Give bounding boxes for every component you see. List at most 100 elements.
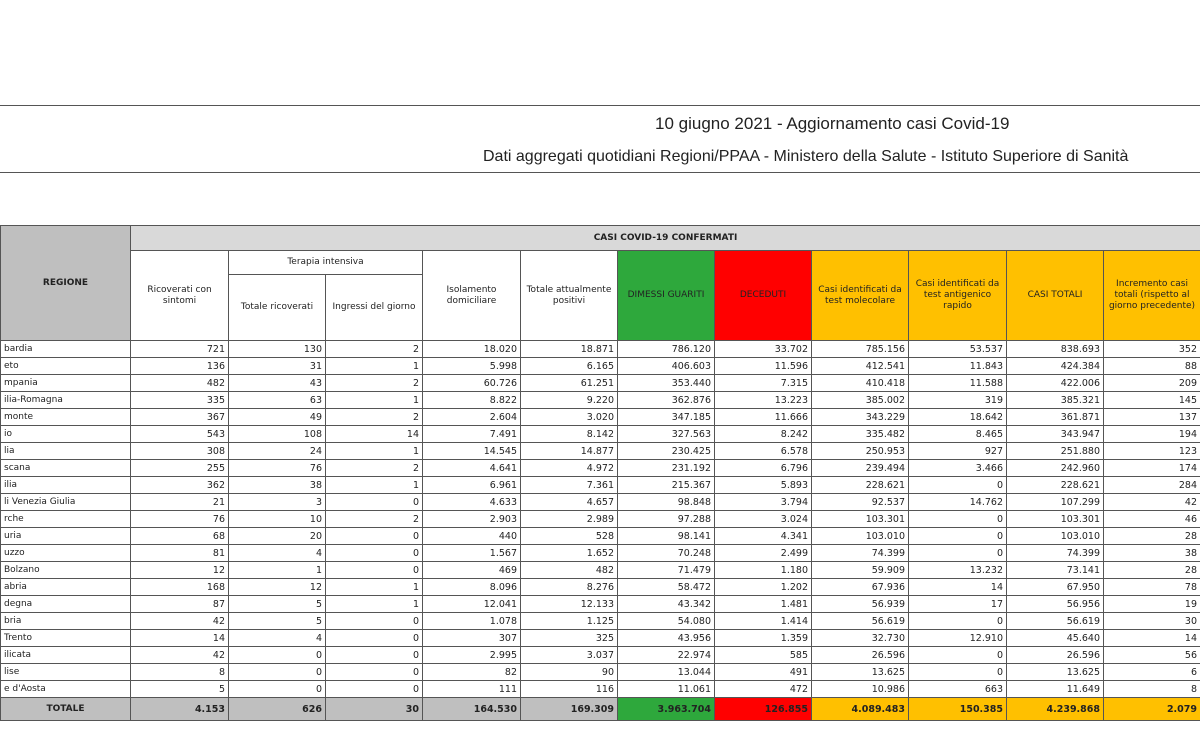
value-cell: 385.002: [811, 391, 909, 409]
value-cell: 14: [908, 578, 1007, 596]
value-cell: 116: [520, 680, 618, 698]
value-cell: 9.220: [520, 391, 618, 409]
value-cell: 0: [325, 493, 423, 511]
value-cell: 838.693: [1006, 340, 1104, 358]
value-cell: 8.465: [908, 425, 1007, 443]
value-cell: 5: [228, 612, 326, 630]
value-cell: 123: [1103, 442, 1200, 460]
value-cell: 5: [228, 595, 326, 613]
value-cell: 13.625: [1006, 663, 1104, 681]
value-cell: 71.479: [617, 561, 715, 579]
value-cell: 410.418: [811, 374, 909, 392]
value-cell: 412.541: [811, 357, 909, 375]
value-cell: 2.499: [714, 544, 812, 562]
value-cell: 46: [1103, 510, 1200, 528]
value-cell: 11.596: [714, 357, 812, 375]
value-cell: 362: [130, 476, 229, 494]
value-cell: 2.604: [422, 408, 521, 426]
value-cell: 56: [1103, 646, 1200, 664]
value-cell: 12: [228, 578, 326, 596]
value-cell: 107.299: [1006, 493, 1104, 511]
value-cell: 49: [228, 408, 326, 426]
region-name: ilia: [0, 476, 131, 494]
value-cell: 10.986: [811, 680, 909, 698]
value-cell: 4.657: [520, 493, 618, 511]
value-cell: 255: [130, 459, 229, 477]
total-cell: 626: [228, 697, 326, 721]
value-cell: 31: [228, 357, 326, 375]
subtitle: Dati aggregati quotidiani Regioni/PPAA -…: [483, 148, 1129, 165]
value-cell: 33.702: [714, 340, 812, 358]
value-cell: 6: [1103, 663, 1200, 681]
value-cell: 76: [228, 459, 326, 477]
value-cell: 12.910: [908, 629, 1007, 647]
header-cell: Casi identificati da test molecolare: [811, 250, 909, 341]
region-name: li Venezia Giulia: [0, 493, 131, 511]
region-name: lise: [0, 663, 131, 681]
value-cell: 8.096: [422, 578, 521, 596]
value-cell: 12: [130, 561, 229, 579]
value-cell: 14.545: [422, 442, 521, 460]
total-cell: 3.963.704: [617, 697, 715, 721]
value-cell: 2.995: [422, 646, 521, 664]
value-cell: 228.621: [811, 476, 909, 494]
value-cell: 1.125: [520, 612, 618, 630]
value-cell: 21: [130, 493, 229, 511]
value-cell: 1.180: [714, 561, 812, 579]
value-cell: 3.024: [714, 510, 812, 528]
value-cell: 28: [1103, 527, 1200, 545]
region-name: lia: [0, 442, 131, 460]
value-cell: 30: [1103, 612, 1200, 630]
value-cell: 42: [1103, 493, 1200, 511]
value-cell: 2.989: [520, 510, 618, 528]
total-cell: 4.239.868: [1006, 697, 1104, 721]
value-cell: 70.248: [617, 544, 715, 562]
value-cell: 6.165: [520, 357, 618, 375]
value-cell: 8: [1103, 680, 1200, 698]
total-cell: TOTALE: [0, 697, 131, 721]
value-cell: 307: [422, 629, 521, 647]
total-cell: 4.089.483: [811, 697, 909, 721]
value-cell: 67.950: [1006, 578, 1104, 596]
value-cell: 13.223: [714, 391, 812, 409]
value-cell: 53.537: [908, 340, 1007, 358]
value-cell: 5.893: [714, 476, 812, 494]
region-name: rche: [0, 510, 131, 528]
value-cell: 0: [325, 680, 423, 698]
value-cell: 209: [1103, 374, 1200, 392]
value-cell: 22.974: [617, 646, 715, 664]
value-cell: 352: [1103, 340, 1200, 358]
value-cell: 8: [130, 663, 229, 681]
total-cell: 164.530: [422, 697, 521, 721]
value-cell: 1.078: [422, 612, 521, 630]
value-cell: 7.315: [714, 374, 812, 392]
value-cell: 2: [325, 459, 423, 477]
value-cell: 230.425: [617, 442, 715, 460]
value-cell: 1: [325, 391, 423, 409]
value-cell: 43: [228, 374, 326, 392]
value-cell: 56.619: [1006, 612, 1104, 630]
value-cell: 2: [325, 510, 423, 528]
header-cell: Isolamento domiciliare: [422, 250, 521, 341]
value-cell: 6.578: [714, 442, 812, 460]
value-cell: 63: [228, 391, 326, 409]
header-cell: Totale ricoverati: [228, 274, 326, 341]
value-cell: 319: [908, 391, 1007, 409]
value-cell: 12.133: [520, 595, 618, 613]
value-cell: 24: [228, 442, 326, 460]
value-cell: 3.037: [520, 646, 618, 664]
region-name: abria: [0, 578, 131, 596]
value-cell: 1.202: [714, 578, 812, 596]
value-cell: 228.621: [1006, 476, 1104, 494]
value-cell: 543: [130, 425, 229, 443]
total-cell: 150.385: [908, 697, 1007, 721]
title: 10 giugno 2021 - Aggiornamento casi Covi…: [655, 114, 1010, 133]
value-cell: 0: [908, 612, 1007, 630]
value-cell: 1.359: [714, 629, 812, 647]
value-cell: 56.956: [1006, 595, 1104, 613]
value-cell: 14.762: [908, 493, 1007, 511]
header-cell: Ingressi del giorno: [325, 274, 423, 341]
value-cell: 0: [325, 527, 423, 545]
value-cell: 0: [908, 646, 1007, 664]
